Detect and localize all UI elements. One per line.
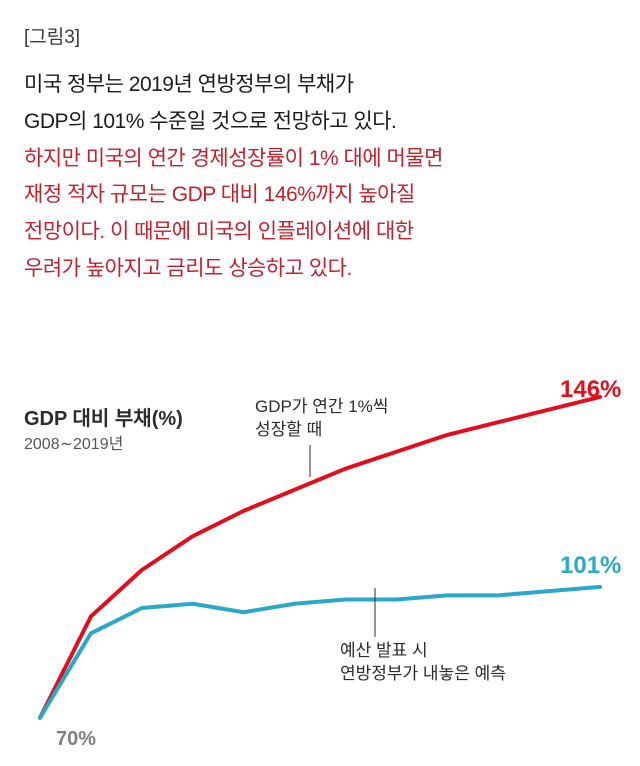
header-block: [그림3] 미국 정부는 2019년 연방정부의 부채가 GDP의 101% 수… xyxy=(0,0,640,288)
desc-line-3: 하지만 미국의 연간 경제성장률이 1% 대에 머물면 xyxy=(24,141,616,178)
chart-y-title: GDP 대비 부채(%) xyxy=(24,402,183,431)
end-label-low_growth: 146% xyxy=(560,376,621,404)
series-label-low_growth-line1: GDP가 연간 1%씩 xyxy=(255,396,388,419)
desc-line-6: 우려가 높아지고 금리도 상승하고 있다. xyxy=(24,251,616,288)
desc-line-2: GDP의 101% 수준일 것으로 전망하고 있다. xyxy=(24,104,616,141)
series-label-budget_forecast: 예산 발표 시연방정부가 내놓은 예측 xyxy=(340,640,506,686)
series-label-budget_forecast-line1: 예산 발표 시 xyxy=(340,640,506,663)
description: 미국 정부는 2019년 연방정부의 부채가 GDP의 101% 수준일 것으로… xyxy=(24,67,616,288)
desc-line-5: 전망이다. 이 때문에 미국의 인플레이션에 대한 xyxy=(24,214,616,251)
desc-line-1: 미국 정부는 2019년 연방정부의 부채가 xyxy=(24,67,616,104)
figure-label: [그림3] xyxy=(24,22,616,49)
chart-year-range: 2008∼2019년 xyxy=(24,430,123,454)
series-budget_forecast xyxy=(40,587,600,718)
chart-area: GDP 대비 부채(%) 2008∼2019년 GDP가 연간 1%씩성장할 때… xyxy=(0,360,640,766)
start-value-label: 70% xyxy=(56,728,96,751)
series-label-low_growth-line2: 성장할 때 xyxy=(255,419,388,442)
series-low_growth xyxy=(40,397,600,718)
end-label-budget_forecast: 101% xyxy=(560,552,621,580)
series-label-low_growth: GDP가 연간 1%씩성장할 때 xyxy=(255,396,388,442)
series-label-budget_forecast-line2: 연방정부가 내놓은 예측 xyxy=(340,663,506,686)
desc-line-4: 재정 적자 규모는 GDP 대비 146%까지 높아질 xyxy=(24,177,616,214)
